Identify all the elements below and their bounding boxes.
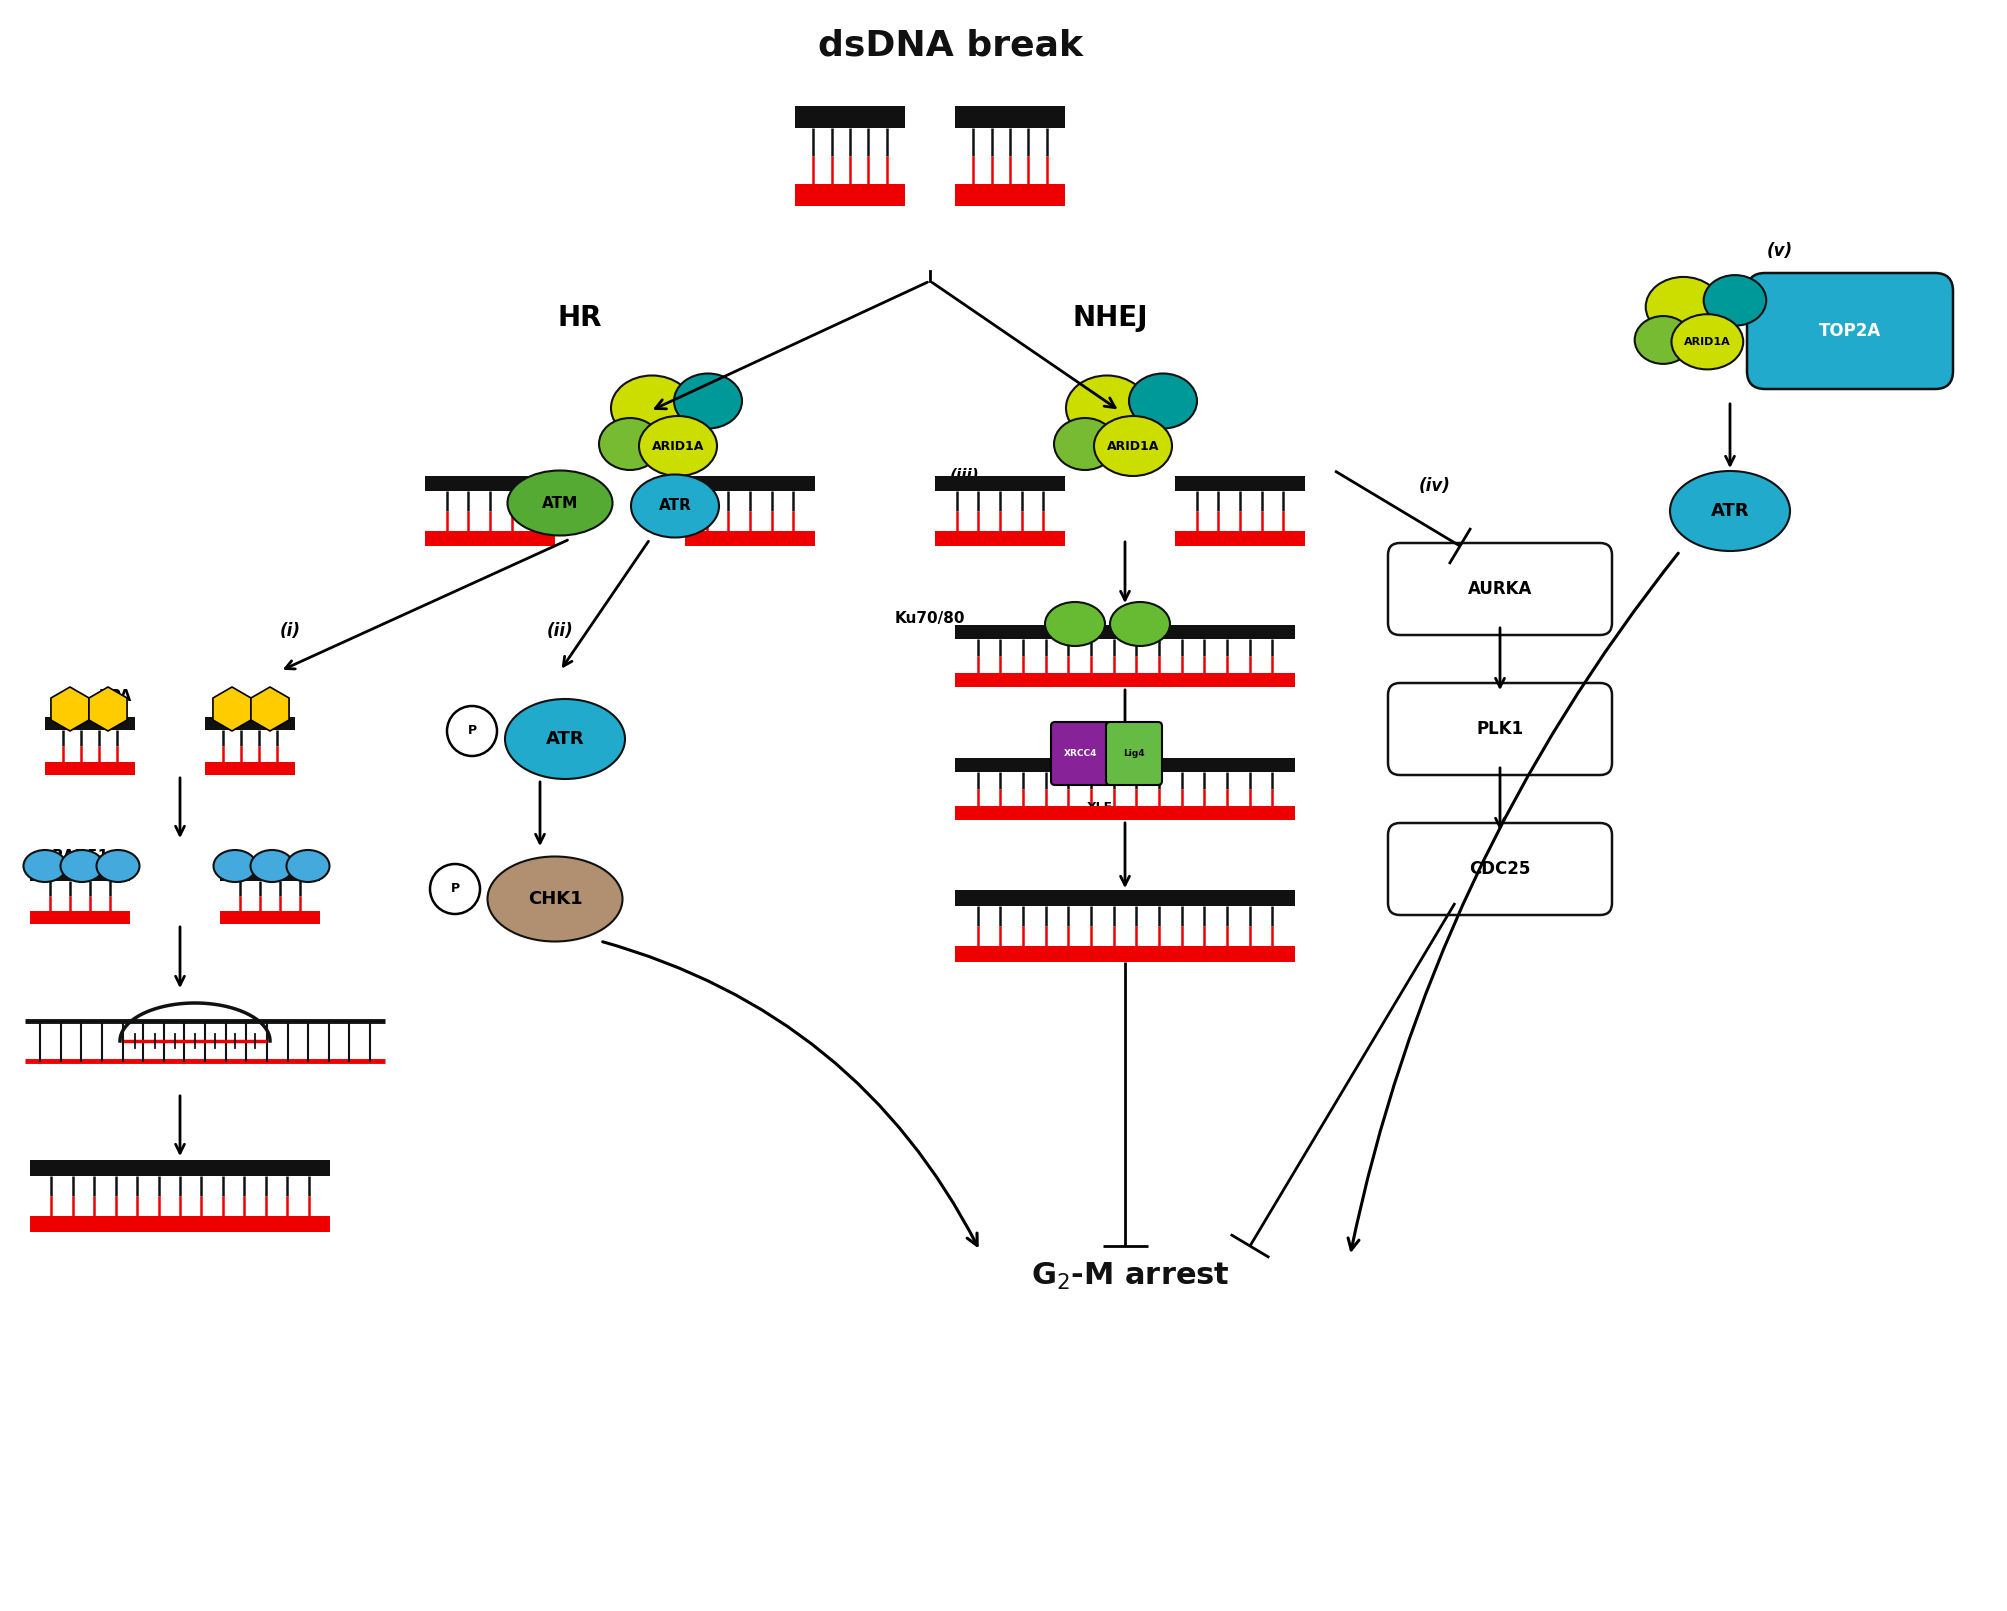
Ellipse shape xyxy=(213,851,257,881)
FancyBboxPatch shape xyxy=(1050,722,1110,785)
Ellipse shape xyxy=(488,857,622,941)
Ellipse shape xyxy=(1702,275,1766,325)
Text: ATR: ATR xyxy=(546,730,584,748)
Bar xyxy=(205,717,295,730)
Text: RAD51: RAD51 xyxy=(52,849,108,863)
Text: (v): (v) xyxy=(1766,242,1792,259)
Bar xyxy=(955,106,1064,127)
Ellipse shape xyxy=(96,851,138,881)
Ellipse shape xyxy=(1670,314,1742,369)
Text: CDC25: CDC25 xyxy=(1469,860,1529,878)
Text: Lig4: Lig4 xyxy=(1122,749,1144,759)
Ellipse shape xyxy=(610,375,692,440)
Text: TOP2A: TOP2A xyxy=(1818,322,1881,340)
Bar xyxy=(955,946,1295,962)
Text: (iii): (iii) xyxy=(949,467,979,482)
Bar xyxy=(955,759,1295,772)
Text: RPA: RPA xyxy=(98,690,132,704)
Text: HR: HR xyxy=(558,304,602,332)
Text: XRCC4: XRCC4 xyxy=(1064,749,1098,759)
Text: P: P xyxy=(468,725,476,738)
Text: G$_2$-M arrest: G$_2$-M arrest xyxy=(1030,1260,1228,1292)
Bar xyxy=(955,807,1295,820)
Ellipse shape xyxy=(638,416,716,475)
Bar xyxy=(30,912,130,923)
Text: CHK1: CHK1 xyxy=(528,889,582,909)
Text: (i): (i) xyxy=(279,622,301,640)
Text: P: P xyxy=(450,883,460,896)
Polygon shape xyxy=(213,686,251,731)
Text: ARID1A: ARID1A xyxy=(1684,337,1730,346)
Text: (ii): (ii) xyxy=(546,622,574,640)
Bar xyxy=(795,184,905,206)
Circle shape xyxy=(429,863,480,913)
Ellipse shape xyxy=(1670,470,1788,551)
Bar xyxy=(955,673,1295,686)
Ellipse shape xyxy=(1110,603,1170,646)
Bar xyxy=(935,475,1064,491)
Bar xyxy=(955,184,1064,206)
Circle shape xyxy=(448,706,498,756)
FancyBboxPatch shape xyxy=(1387,543,1612,635)
Bar xyxy=(684,475,815,491)
FancyBboxPatch shape xyxy=(1387,823,1612,915)
Bar xyxy=(425,475,554,491)
Bar xyxy=(30,868,130,881)
Bar xyxy=(30,1216,329,1232)
Text: (iv): (iv) xyxy=(1419,477,1451,495)
Bar xyxy=(221,868,319,881)
Ellipse shape xyxy=(24,851,66,881)
Ellipse shape xyxy=(287,851,329,881)
Ellipse shape xyxy=(630,475,719,538)
Bar xyxy=(935,530,1064,546)
Ellipse shape xyxy=(1128,374,1196,429)
Bar xyxy=(44,717,134,730)
Ellipse shape xyxy=(251,851,293,881)
Text: PLK1: PLK1 xyxy=(1475,720,1523,738)
FancyBboxPatch shape xyxy=(1387,683,1612,775)
Bar xyxy=(795,106,905,127)
Text: NHEJ: NHEJ xyxy=(1072,304,1148,332)
Ellipse shape xyxy=(508,470,612,535)
Bar xyxy=(221,912,319,923)
Ellipse shape xyxy=(598,417,660,470)
Text: dsDNA break: dsDNA break xyxy=(817,29,1082,63)
Ellipse shape xyxy=(1634,316,1690,364)
Ellipse shape xyxy=(1044,603,1104,646)
Ellipse shape xyxy=(504,699,624,780)
Bar xyxy=(1174,530,1305,546)
Ellipse shape xyxy=(1054,417,1116,470)
Text: ATR: ATR xyxy=(658,498,690,514)
Text: ARID1A: ARID1A xyxy=(1106,440,1158,453)
Text: ATM: ATM xyxy=(542,496,578,511)
Ellipse shape xyxy=(1094,416,1172,475)
Text: ARID1A: ARID1A xyxy=(652,440,704,453)
Bar xyxy=(30,1160,329,1176)
FancyBboxPatch shape xyxy=(1746,272,1953,388)
Bar xyxy=(425,530,554,546)
Bar xyxy=(1174,475,1305,491)
Text: ATR: ATR xyxy=(1710,503,1748,520)
Bar xyxy=(955,625,1295,638)
Text: XLF: XLF xyxy=(1086,801,1112,814)
Polygon shape xyxy=(88,686,126,731)
Ellipse shape xyxy=(1646,277,1720,337)
Ellipse shape xyxy=(60,851,104,881)
Bar xyxy=(44,762,134,775)
Bar xyxy=(955,889,1295,905)
Bar xyxy=(684,530,815,546)
Bar xyxy=(205,762,295,775)
Polygon shape xyxy=(50,686,88,731)
Polygon shape xyxy=(251,686,289,731)
Text: Ku70/80: Ku70/80 xyxy=(895,611,965,627)
Ellipse shape xyxy=(674,374,743,429)
FancyBboxPatch shape xyxy=(1106,722,1162,785)
Text: AURKA: AURKA xyxy=(1467,580,1531,598)
Ellipse shape xyxy=(1066,375,1148,440)
